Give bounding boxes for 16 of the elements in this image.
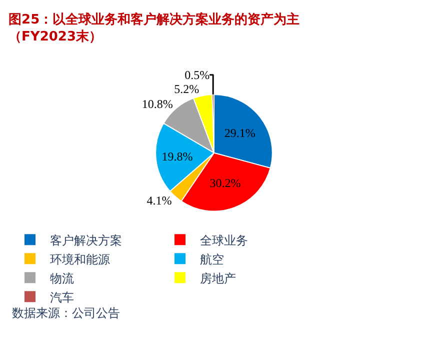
legend-label: 汽车: [50, 290, 74, 304]
legend-label: 房地产: [200, 271, 236, 286]
legend-label: 航空: [200, 252, 224, 266]
data-label: 4.1%: [146, 193, 172, 208]
data-label: 30.2%: [210, 176, 241, 190]
data-label: 10.8%: [142, 97, 173, 112]
data-label: 29.1%: [224, 126, 256, 140]
legend-label: 物流: [50, 271, 74, 286]
data-label: 19.8%: [162, 149, 193, 164]
chart-title: 图25：以全球业务和客户解决方案业务的资产为主（FY2023末）: [8, 12, 300, 45]
data-label: 0.5%: [184, 68, 210, 82]
source-note: 数据来源：公司公告: [12, 306, 120, 320]
legend-label: 客户解决方案: [50, 233, 122, 248]
legend-label: 全球业务: [200, 233, 248, 248]
legend-label: 环境和能源: [50, 252, 110, 266]
data-label: 5.2%: [174, 82, 200, 96]
